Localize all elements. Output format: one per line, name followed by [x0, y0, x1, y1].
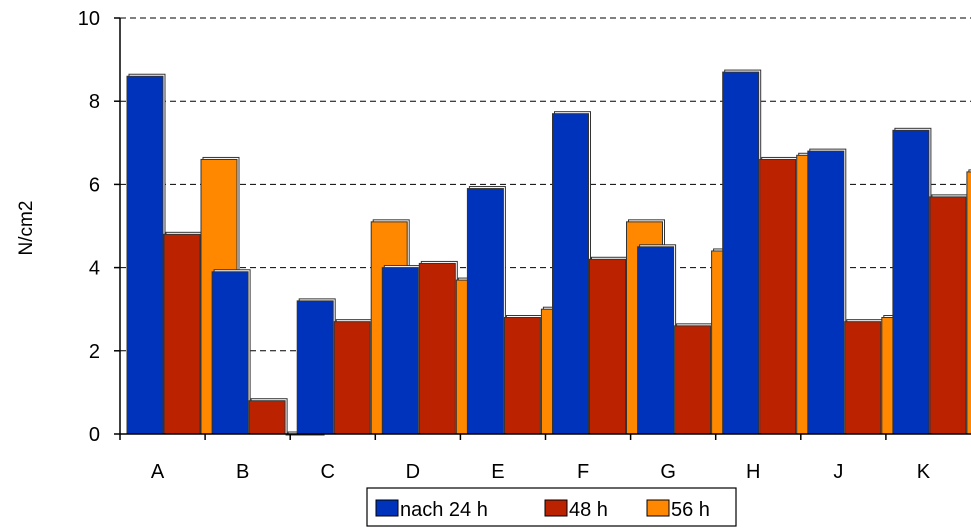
y-tick-label: 2 [89, 341, 100, 363]
bar-b-series-2 [248, 400, 286, 435]
bar-f-series-2 [589, 258, 626, 435]
bar-j-series-2 [844, 321, 882, 435]
bar-e-series-2 [503, 317, 541, 435]
x-tick-label: J [833, 461, 843, 483]
legend: nach 24 h 48 h 56 h [366, 487, 737, 527]
bar-k-series-3 [966, 171, 971, 435]
bars [126, 69, 971, 436]
bar-a-series-1 [126, 75, 164, 435]
bar-d-series-2 [418, 262, 456, 435]
bar-c-series-1 [296, 300, 334, 435]
legend-swatch [646, 499, 670, 517]
bar-h-series-2 [759, 158, 797, 435]
y-axis-label: N/cm2 [16, 201, 37, 256]
bar-g-series-1 [637, 246, 675, 435]
x-tick-label: D [406, 461, 420, 483]
bar-k-series-1 [892, 129, 930, 435]
y-tick-label: 0 [89, 424, 100, 446]
x-tick-label: B [236, 461, 249, 483]
x-tick-label: K [917, 461, 931, 483]
bar-k-series-2 [929, 196, 967, 435]
y-tick-label: 6 [89, 174, 100, 196]
legend-swatch [544, 499, 568, 517]
legend-label: nach 24 h [400, 499, 488, 521]
x-tick-label: E [491, 461, 504, 483]
bar-c-series-2 [333, 321, 371, 435]
axes [114, 17, 971, 440]
x-tick-label: C [321, 461, 335, 483]
bar-b-series-1 [211, 271, 249, 435]
y-tick-label: 8 [89, 91, 100, 113]
bar-g-series-2 [674, 325, 712, 435]
legend-box [366, 487, 737, 527]
x-tick-label: H [746, 461, 760, 483]
bar-f-series-1 [552, 113, 589, 435]
y-tick-label: 4 [89, 258, 100, 280]
y-tick-labels: 0 2 4 6 8 10 [78, 8, 100, 446]
y-tick-label: 10 [78, 8, 100, 30]
bar-e-series-1 [466, 188, 504, 435]
bar-j-series-1 [807, 150, 845, 435]
bar-a-series-2 [163, 233, 201, 435]
legend-label: 48 h [569, 499, 608, 521]
x-tick-label: F [577, 461, 589, 483]
bar-d-series-1 [381, 267, 419, 435]
x-tick-label: G [660, 461, 676, 483]
legend-label: 56 h [671, 499, 710, 521]
legend-swatch [375, 499, 399, 517]
x-tick-label: A [151, 461, 165, 483]
bar-h-series-1 [722, 71, 760, 435]
